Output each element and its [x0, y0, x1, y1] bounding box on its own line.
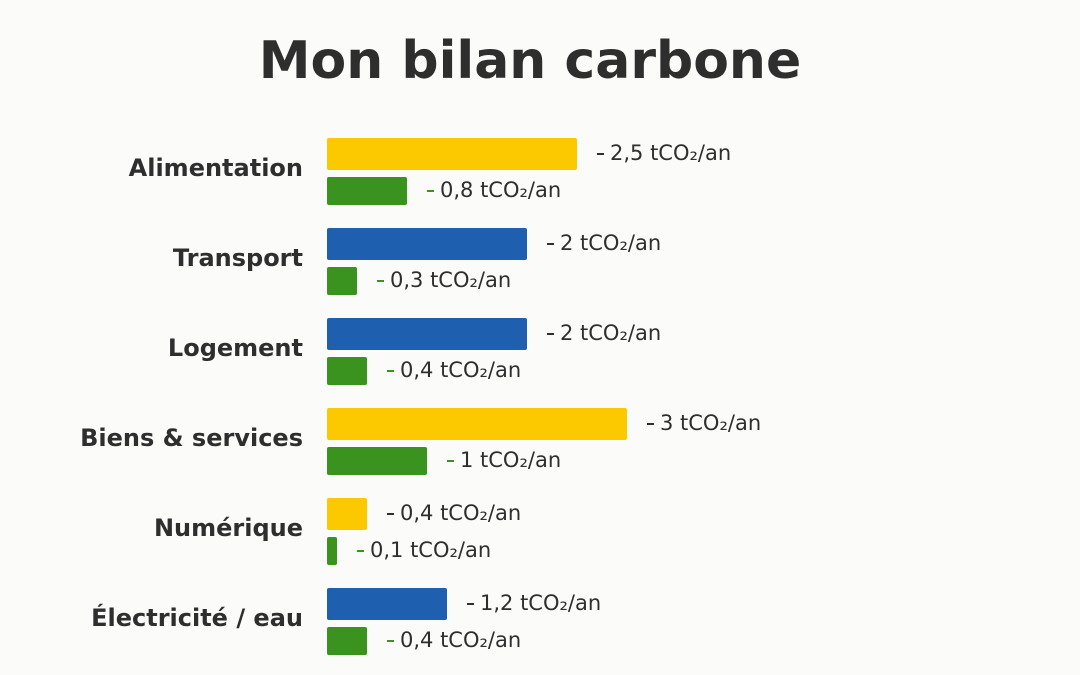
bar [327, 408, 627, 440]
value-label: 2,5 tCO₂/an [610, 141, 731, 165]
bar [327, 498, 367, 530]
value-label: 0,8 tCO₂/an [440, 178, 561, 202]
bar [327, 267, 357, 295]
category-label: Biens & services [80, 424, 303, 452]
category-label: Électricité / eau [91, 603, 303, 632]
category-label: Logement [168, 334, 303, 362]
value-label: 3 tCO₂/an [660, 411, 761, 435]
value-label: 2 tCO₂/an [560, 231, 661, 255]
value-label: 0,3 tCO₂/an [390, 268, 511, 292]
bar [327, 228, 527, 260]
bar [327, 627, 367, 655]
value-label: 2 tCO₂/an [560, 321, 661, 345]
bar [327, 318, 527, 350]
category-label: Numérique [154, 514, 303, 542]
value-label: 0,4 tCO₂/an [400, 501, 521, 525]
value-label: 0,4 tCO₂/an [400, 628, 521, 652]
bar [327, 177, 407, 205]
category-label: Transport [173, 244, 303, 272]
value-label: 1 tCO₂/an [460, 448, 561, 472]
bar [327, 537, 337, 565]
bar [327, 588, 447, 620]
value-label: 0,4 tCO₂/an [400, 358, 521, 382]
value-label: 1,2 tCO₂/an [480, 591, 601, 615]
bar [327, 357, 367, 385]
value-label: 0,1 tCO₂/an [370, 538, 491, 562]
bar [327, 138, 577, 170]
chart-title: Mon bilan carbone [259, 31, 801, 91]
category-label: Alimentation [129, 154, 303, 182]
bar [327, 447, 427, 475]
